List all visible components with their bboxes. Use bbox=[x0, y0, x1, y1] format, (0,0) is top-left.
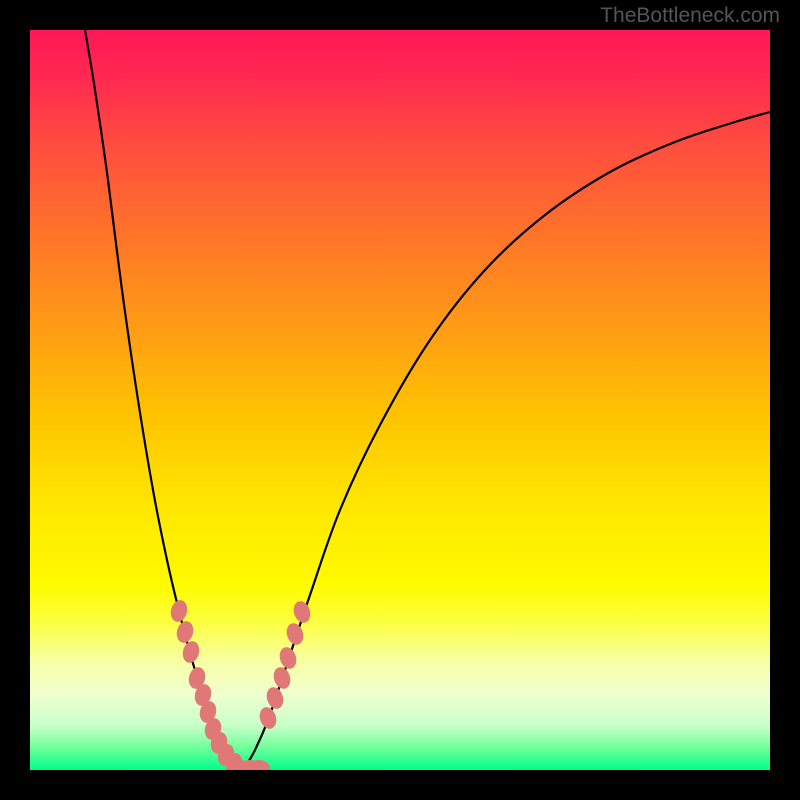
watermark-text: TheBottleneck.com bbox=[600, 4, 780, 28]
data-marker bbox=[277, 645, 299, 671]
data-marker bbox=[257, 705, 279, 731]
curve-left bbox=[85, 30, 240, 770]
marker-group bbox=[168, 598, 313, 770]
data-marker bbox=[284, 621, 306, 647]
curve-right bbox=[240, 112, 770, 770]
plot-area bbox=[30, 30, 770, 770]
data-marker bbox=[168, 598, 189, 623]
data-marker bbox=[291, 599, 313, 625]
curve-layer bbox=[30, 30, 770, 770]
data-marker bbox=[271, 665, 293, 691]
data-marker bbox=[174, 619, 195, 644]
data-marker bbox=[180, 639, 201, 664]
data-marker bbox=[264, 685, 286, 711]
